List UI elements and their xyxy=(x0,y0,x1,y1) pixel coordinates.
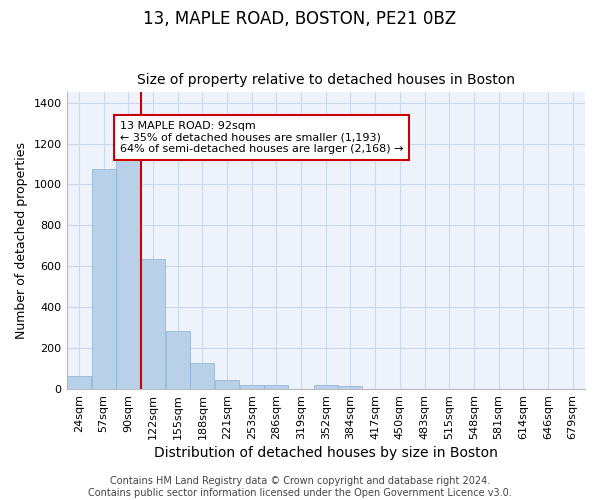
Bar xyxy=(240,384,263,389)
Y-axis label: Number of detached properties: Number of detached properties xyxy=(15,142,28,340)
Text: 13 MAPLE ROAD: 92sqm
← 35% of detached houses are smaller (1,193)
64% of semi-de: 13 MAPLE ROAD: 92sqm ← 35% of detached h… xyxy=(119,121,403,154)
Bar xyxy=(67,376,91,389)
X-axis label: Distribution of detached houses by size in Boston: Distribution of detached houses by size … xyxy=(154,446,498,460)
Bar xyxy=(338,386,362,389)
Bar xyxy=(92,169,116,389)
Bar xyxy=(116,152,140,389)
Bar xyxy=(166,331,190,389)
Text: 13, MAPLE ROAD, BOSTON, PE21 0BZ: 13, MAPLE ROAD, BOSTON, PE21 0BZ xyxy=(143,10,457,28)
Bar xyxy=(190,362,214,389)
Bar xyxy=(141,259,165,389)
Bar xyxy=(314,385,338,389)
Title: Size of property relative to detached houses in Boston: Size of property relative to detached ho… xyxy=(137,73,515,87)
Bar xyxy=(215,380,239,389)
Text: Contains HM Land Registry data © Crown copyright and database right 2024.
Contai: Contains HM Land Registry data © Crown c… xyxy=(88,476,512,498)
Bar xyxy=(265,385,289,389)
